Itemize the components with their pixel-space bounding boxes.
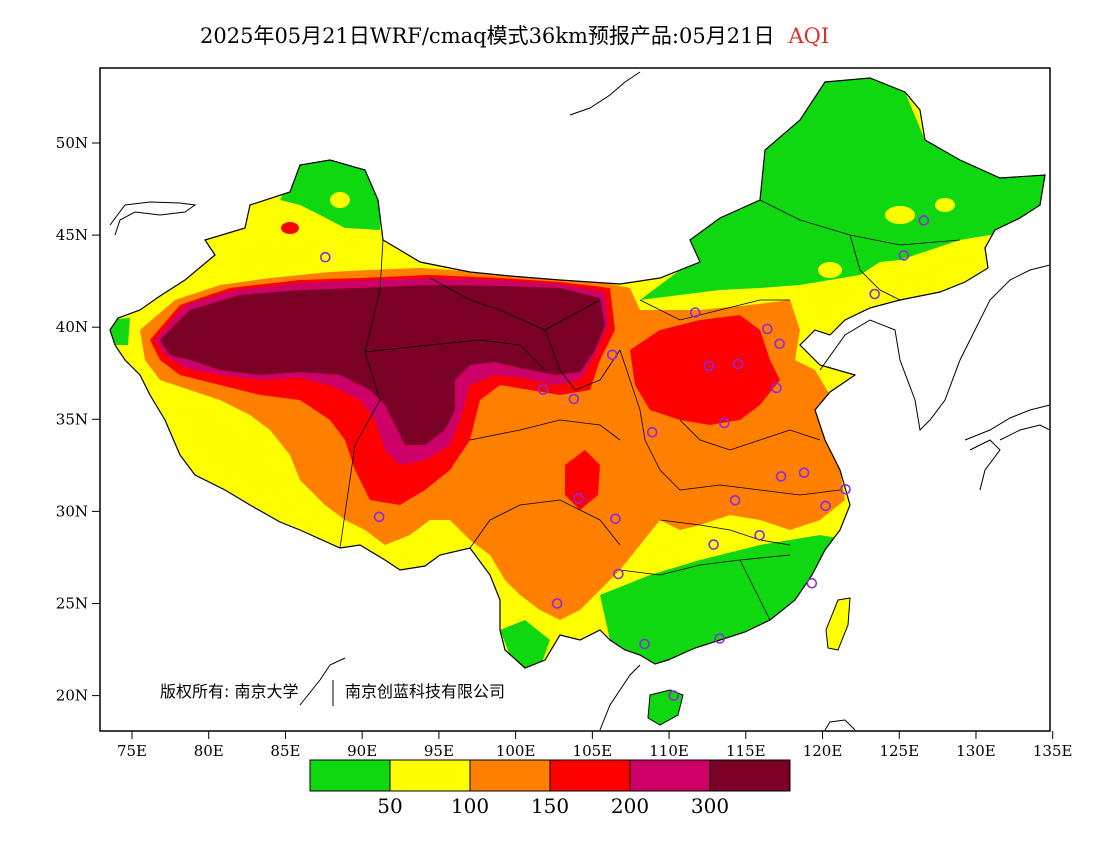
station-marker bbox=[708, 539, 719, 550]
y-axis: 50N 45N 40N 35N 30N 25N 20N bbox=[56, 134, 100, 705]
station-marker bbox=[551, 598, 563, 609]
x-tick-label: 120E bbox=[803, 742, 843, 760]
neighbor-coastlines bbox=[109, 71, 1050, 731]
y-tick-label: 50N bbox=[56, 134, 88, 152]
aqi-zone-above-300 bbox=[160, 285, 605, 445]
x-tick-label: 95E bbox=[424, 742, 454, 760]
x-axis: 75E 80E 85E 90E 95E 100E 105E 110E 115E 120E 125E 1… bbox=[117, 731, 1073, 760]
aqi-zone-50-north-xinjiang bbox=[280, 150, 380, 230]
station-marker bbox=[775, 471, 787, 482]
station-marker bbox=[668, 690, 680, 701]
x-tick-label: 80E bbox=[194, 742, 224, 760]
aqi-patch-xj bbox=[330, 192, 350, 208]
hainan-island bbox=[647, 689, 684, 726]
x-tick-label: 110E bbox=[649, 742, 689, 760]
x-tick-label: 90E bbox=[347, 742, 377, 760]
aqi-patch-ne-3 bbox=[818, 262, 842, 278]
station-marker bbox=[373, 511, 385, 523]
station-marker bbox=[798, 467, 810, 479]
x-tick-label: 100E bbox=[496, 742, 536, 760]
station-marker bbox=[761, 323, 773, 335]
station-marker bbox=[714, 633, 726, 644]
station-marker bbox=[568, 393, 580, 405]
monitoring-stations bbox=[319, 215, 930, 701]
station-marker bbox=[573, 493, 584, 504]
station-marker bbox=[806, 577, 818, 589]
x-tick-label: 135E bbox=[1033, 742, 1073, 760]
station-marker bbox=[610, 513, 621, 525]
y-tick-label: 45N bbox=[56, 226, 88, 244]
x-tick-label: 125E bbox=[879, 742, 919, 760]
aqi-patch-xj-red bbox=[281, 222, 299, 234]
colorbar-label: 100 bbox=[451, 794, 489, 818]
station-marker bbox=[754, 529, 765, 541]
station-marker bbox=[718, 417, 730, 429]
x-tick-label: 115E bbox=[726, 742, 766, 760]
colorbar-swatch bbox=[549, 759, 631, 792]
aqi-zone-50-northeast bbox=[640, 78, 1045, 300]
aqi-zone-50-west bbox=[110, 318, 130, 345]
map-area: 版权所有: 南京大学 南京创蓝科技有限公司 bbox=[100, 68, 1050, 731]
colorbar-swatch bbox=[389, 759, 471, 792]
x-tick-label: 85E bbox=[270, 742, 300, 760]
station-marker bbox=[918, 215, 930, 226]
aqi-zone-200-north-china bbox=[630, 315, 780, 425]
copyright-label: 版权所有: bbox=[160, 682, 229, 701]
colorbar-legend: 50 100 150 200 300 bbox=[309, 759, 791, 818]
colorbar-label: 150 bbox=[531, 794, 569, 818]
copyright-org1: 南京大学 bbox=[235, 682, 299, 701]
colorbar-label: 50 bbox=[377, 794, 402, 818]
station-marker bbox=[898, 250, 910, 261]
station-marker bbox=[729, 494, 741, 506]
title-variable: AQI bbox=[788, 24, 830, 48]
y-tick-label: 35N bbox=[56, 410, 88, 428]
y-tick-label: 30N bbox=[56, 502, 88, 520]
colorbar-swatch bbox=[709, 759, 791, 792]
taiwan-island bbox=[825, 597, 851, 651]
map-frame bbox=[99, 67, 1051, 732]
station-marker bbox=[537, 384, 549, 396]
colorbar-label: 200 bbox=[611, 794, 649, 818]
station-marker bbox=[613, 568, 624, 580]
copyright-org2: 南京创蓝科技有限公司 bbox=[345, 682, 505, 701]
colorbar-swatch bbox=[469, 759, 551, 792]
station-marker bbox=[646, 426, 658, 438]
x-tick-label: 75E bbox=[117, 742, 147, 760]
station-marker bbox=[771, 382, 782, 394]
aqi-patch-ne-2 bbox=[935, 198, 955, 212]
y-tick-label: 20N bbox=[56, 687, 88, 705]
copyright-text: 版权所有: 南京大学 bbox=[160, 682, 299, 701]
station-marker bbox=[606, 349, 618, 361]
title-main: 2025年05月21日WRF/cmaq模式36km预报产品:05月21日 bbox=[200, 24, 775, 48]
colorbar-label: 300 bbox=[691, 794, 729, 818]
aqi-patch-ne-1 bbox=[885, 206, 915, 224]
y-tick-label: 25N bbox=[56, 595, 88, 613]
station-marker bbox=[774, 338, 785, 350]
colorbar-swatch bbox=[309, 759, 391, 792]
station-marker bbox=[689, 307, 701, 318]
colorbar-swatch bbox=[629, 759, 711, 792]
x-tick-label: 130E bbox=[956, 742, 996, 760]
china-outline bbox=[109, 77, 1046, 669]
map-title: 2025年05月21日WRF/cmaq模式36km预报产品:05月21日 AQI bbox=[200, 20, 829, 50]
aqi-zone-200-sichuan bbox=[565, 450, 600, 510]
station-marker bbox=[703, 360, 715, 372]
station-marker bbox=[639, 638, 650, 650]
y-tick-label: 40N bbox=[56, 318, 88, 336]
station-marker bbox=[869, 288, 881, 300]
station-marker bbox=[820, 500, 831, 512]
station-marker bbox=[840, 483, 851, 495]
province-borders bbox=[339, 199, 961, 621]
station-marker bbox=[732, 358, 744, 370]
x-tick-label: 105E bbox=[573, 742, 613, 760]
station-marker bbox=[319, 251, 331, 263]
